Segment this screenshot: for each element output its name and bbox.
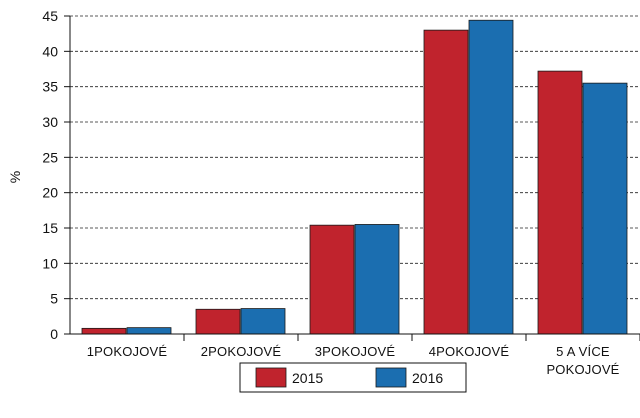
bar-2015-3 <box>309 224 355 335</box>
bar-2016-4 <box>468 19 514 335</box>
bar-2016-2 <box>240 308 286 335</box>
y-tick-label: 20 <box>42 185 58 201</box>
bar-2016-3 <box>354 224 400 335</box>
bar-2016-1 <box>126 327 172 335</box>
y-tick-label: 0 <box>50 326 58 342</box>
x-tick-labels: 1POKOJOVÉ 2POKOJOVÉ 3POKOJOVÉ 4POKOJOVÉ 5 A … <box>87 334 640 377</box>
y-tick-label: 45 <box>42 8 58 24</box>
y-tick-label: 5 <box>50 291 58 307</box>
x-category-label: POKOJOVÉ <box>546 362 619 377</box>
y-tick-label: 25 <box>42 149 58 165</box>
y-tick-label: 30 <box>42 114 58 130</box>
y-tick-label: 40 <box>42 43 58 59</box>
y-tick-label: 35 <box>42 79 58 95</box>
bar-2015-4 <box>423 29 469 335</box>
bars <box>81 19 628 335</box>
x-category-label: 2POKOJOVÉ <box>201 344 282 359</box>
bar-2015-1 <box>81 327 127 335</box>
x-category-label: 4POKOJOVÉ <box>429 344 510 359</box>
bar-2015-5 <box>537 70 583 335</box>
axes <box>64 16 640 335</box>
x-category-label: 1POKOJOVÉ <box>87 344 168 359</box>
x-category-label: 5 A VÍCE <box>556 344 610 359</box>
legend: 2015 2016 <box>239 362 467 393</box>
bar-2016-5 <box>582 82 628 335</box>
x-category-label: 3POKOJOVÉ <box>315 344 396 359</box>
y-tick-label: 10 <box>42 255 58 271</box>
y-tick-label: 15 <box>42 220 58 236</box>
legend-label-2015: 2015 <box>292 370 323 386</box>
legend-swatch-2015 <box>255 367 287 388</box>
grid-lines <box>70 15 640 300</box>
y-axis-title: % <box>7 171 23 183</box>
y-tick-labels: 0 5 10 15 20 25 30 35 40 45 <box>42 8 70 342</box>
bar-2015-2 <box>195 308 241 335</box>
legend-swatch-2016 <box>375 367 407 388</box>
legend-label-2016: 2016 <box>412 370 443 386</box>
